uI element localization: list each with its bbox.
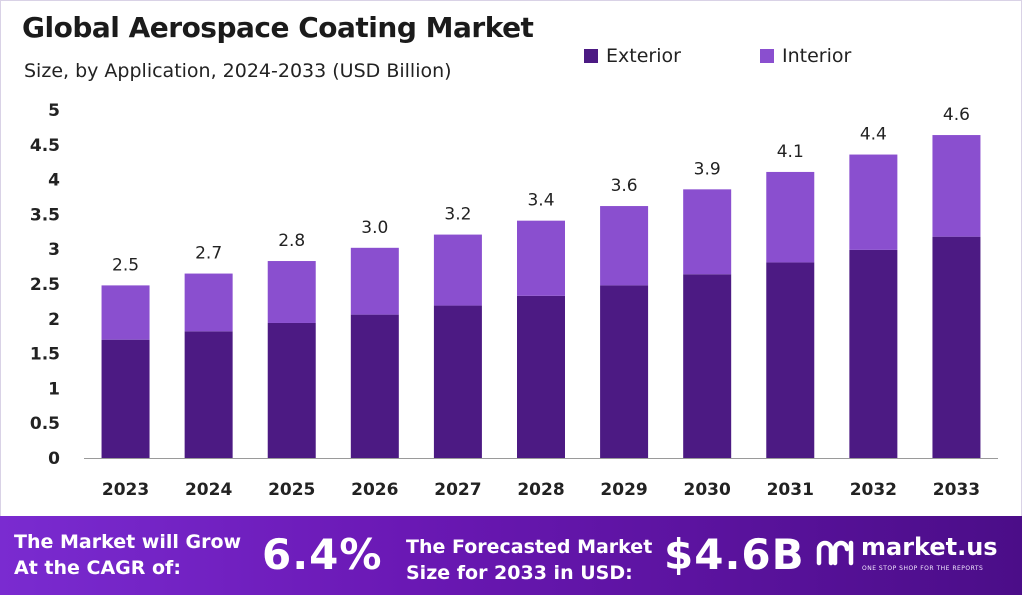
bar-interior-2032	[849, 154, 898, 250]
forecast-text-line1: The Forecasted Market	[406, 536, 653, 558]
market-us-logo-icon	[816, 540, 854, 566]
y-tick-label: 5	[48, 101, 60, 121]
chart-plot: 0 0.5 1 1.5 2 2.5 3 3.5 4 4.5 5 2.5 2023 2.7 2024 2.8 20…	[30, 101, 998, 500]
brand-tagline: ONE STOP SHOP FOR THE REPORTS	[862, 565, 984, 572]
bar-interior-2023	[101, 285, 150, 340]
bar-exterior-2032	[849, 249, 898, 458]
data-label-2027: 3.2	[444, 205, 471, 225]
data-label-2031: 4.1	[777, 142, 804, 162]
y-tick-label: 0.5	[30, 414, 60, 434]
footer-banner: The Market will Grow At the CAGR of: 6.4…	[0, 516, 1022, 595]
y-tick-label: 2.5	[30, 275, 60, 295]
data-label-2029: 3.6	[611, 176, 638, 196]
y-tick-label: 1	[48, 379, 60, 399]
bar-interior-2025	[267, 261, 316, 323]
bar-exterior-2029	[600, 285, 649, 458]
x-tick-label-2026: 2026	[351, 480, 398, 500]
data-label-2025: 2.8	[278, 231, 305, 251]
data-label-2026: 3.0	[361, 218, 388, 238]
y-tick-label: 4.5	[30, 136, 60, 156]
brand-name: market.us	[861, 533, 998, 561]
bar-exterior-2031	[766, 262, 815, 458]
y-tick-label: 2	[48, 310, 60, 330]
x-tick-label-2025: 2025	[268, 480, 315, 500]
bar-exterior-2033	[932, 236, 981, 458]
bar-exterior-2023	[101, 339, 150, 458]
y-tick-label: 1.5	[30, 345, 60, 365]
bar-interior-2033	[932, 135, 981, 237]
x-tick-label-2029: 2029	[600, 480, 647, 500]
bar-exterior-2027	[433, 305, 482, 458]
forecast-value: $4.6B	[664, 530, 805, 579]
x-tick-label-2024: 2024	[185, 480, 232, 500]
bar-interior-2026	[350, 247, 399, 315]
x-tick-label-2033: 2033	[933, 480, 980, 500]
forecast-text-line2: Size for 2033 in USD:	[406, 562, 633, 584]
data-label-2023: 2.5	[112, 255, 139, 275]
data-label-2032: 4.4	[860, 125, 887, 145]
x-tick-label-2027: 2027	[434, 480, 481, 500]
y-tick-label: 3	[48, 240, 60, 260]
legend-swatch-interior	[760, 49, 774, 63]
cagr-value: 6.4%	[262, 530, 383, 579]
x-tick-label-2028: 2028	[517, 480, 564, 500]
bar-exterior-2025	[267, 322, 316, 458]
bar-interior-2028	[517, 220, 565, 296]
x-tick-label-2032: 2032	[850, 480, 897, 500]
bar-exterior-2024	[184, 331, 233, 458]
bar-exterior-2030	[683, 274, 732, 458]
cagr-text-line2: At the CAGR of:	[14, 557, 181, 579]
x-tick-label-2030: 2030	[684, 480, 731, 500]
bar-interior-2024	[184, 273, 233, 332]
data-label-2033: 4.6	[943, 105, 970, 125]
bar-interior-2029	[600, 206, 649, 286]
legend-swatch-exterior	[584, 49, 598, 63]
legend-item-exterior: Exterior	[584, 45, 681, 67]
legend-label-exterior: Exterior	[606, 45, 681, 67]
bar-interior-2027	[433, 234, 482, 306]
bar-interior-2031	[766, 171, 815, 263]
bar-interior-2030	[683, 189, 732, 275]
x-tick-label-2023: 2023	[102, 480, 149, 500]
data-label-2030: 3.9	[694, 159, 721, 179]
y-tick-label: 3.5	[30, 205, 60, 225]
legend-label-interior: Interior	[782, 45, 852, 67]
data-label-2024: 2.7	[195, 244, 222, 264]
chart-title: Global Aerospace Coating Market	[22, 11, 534, 44]
data-label-2028: 3.4	[527, 191, 554, 211]
bar-exterior-2028	[517, 295, 565, 458]
x-tick-label-2031: 2031	[767, 480, 814, 500]
cagr-text-line1: The Market will Grow	[14, 531, 242, 553]
bar-exterior-2026	[350, 314, 399, 458]
legend-item-interior: Interior	[760, 45, 851, 67]
chart-subtitle: Size, by Application, 2024-2033 (USD Bil…	[24, 60, 452, 82]
y-tick-label: 0	[48, 449, 60, 469]
y-tick-label: 4	[48, 171, 60, 191]
